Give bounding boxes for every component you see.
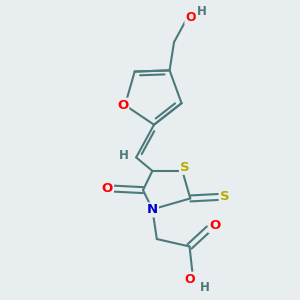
Text: O: O: [102, 182, 113, 195]
Text: O: O: [185, 11, 196, 24]
Text: O: O: [185, 273, 195, 286]
Text: S: S: [220, 190, 229, 203]
Text: H: H: [119, 148, 129, 161]
Text: H: H: [200, 281, 210, 294]
Text: H: H: [197, 5, 207, 18]
Text: N: N: [147, 203, 158, 216]
Text: O: O: [117, 99, 128, 112]
Text: S: S: [180, 161, 190, 174]
Text: O: O: [209, 219, 220, 232]
